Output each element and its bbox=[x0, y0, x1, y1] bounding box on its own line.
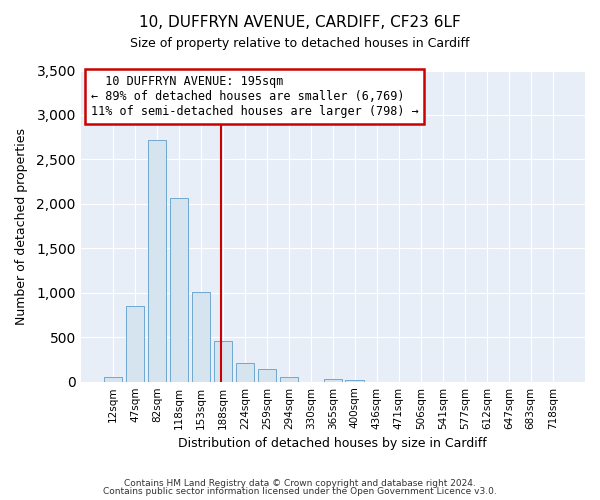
Bar bbox=[214, 341, 232, 382]
Bar bbox=[104, 377, 122, 382]
Bar bbox=[280, 377, 298, 382]
X-axis label: Distribution of detached houses by size in Cardiff: Distribution of detached houses by size … bbox=[178, 437, 487, 450]
Bar bbox=[236, 364, 254, 382]
Bar bbox=[257, 369, 276, 382]
Bar bbox=[191, 292, 210, 382]
Text: Size of property relative to detached houses in Cardiff: Size of property relative to detached ho… bbox=[130, 38, 470, 51]
Bar bbox=[170, 198, 188, 382]
Y-axis label: Number of detached properties: Number of detached properties bbox=[15, 128, 28, 324]
Text: 10 DUFFRYN AVENUE: 195sqm
← 89% of detached houses are smaller (6,769)
11% of se: 10 DUFFRYN AVENUE: 195sqm ← 89% of detac… bbox=[91, 75, 419, 118]
Text: Contains public sector information licensed under the Open Government Licence v3: Contains public sector information licen… bbox=[103, 488, 497, 496]
Text: 10, DUFFRYN AVENUE, CARDIFF, CF23 6LF: 10, DUFFRYN AVENUE, CARDIFF, CF23 6LF bbox=[139, 15, 461, 30]
Text: Contains HM Land Registry data © Crown copyright and database right 2024.: Contains HM Land Registry data © Crown c… bbox=[124, 478, 476, 488]
Bar bbox=[323, 380, 342, 382]
Bar bbox=[148, 140, 166, 382]
Bar bbox=[125, 306, 144, 382]
Bar bbox=[346, 380, 364, 382]
